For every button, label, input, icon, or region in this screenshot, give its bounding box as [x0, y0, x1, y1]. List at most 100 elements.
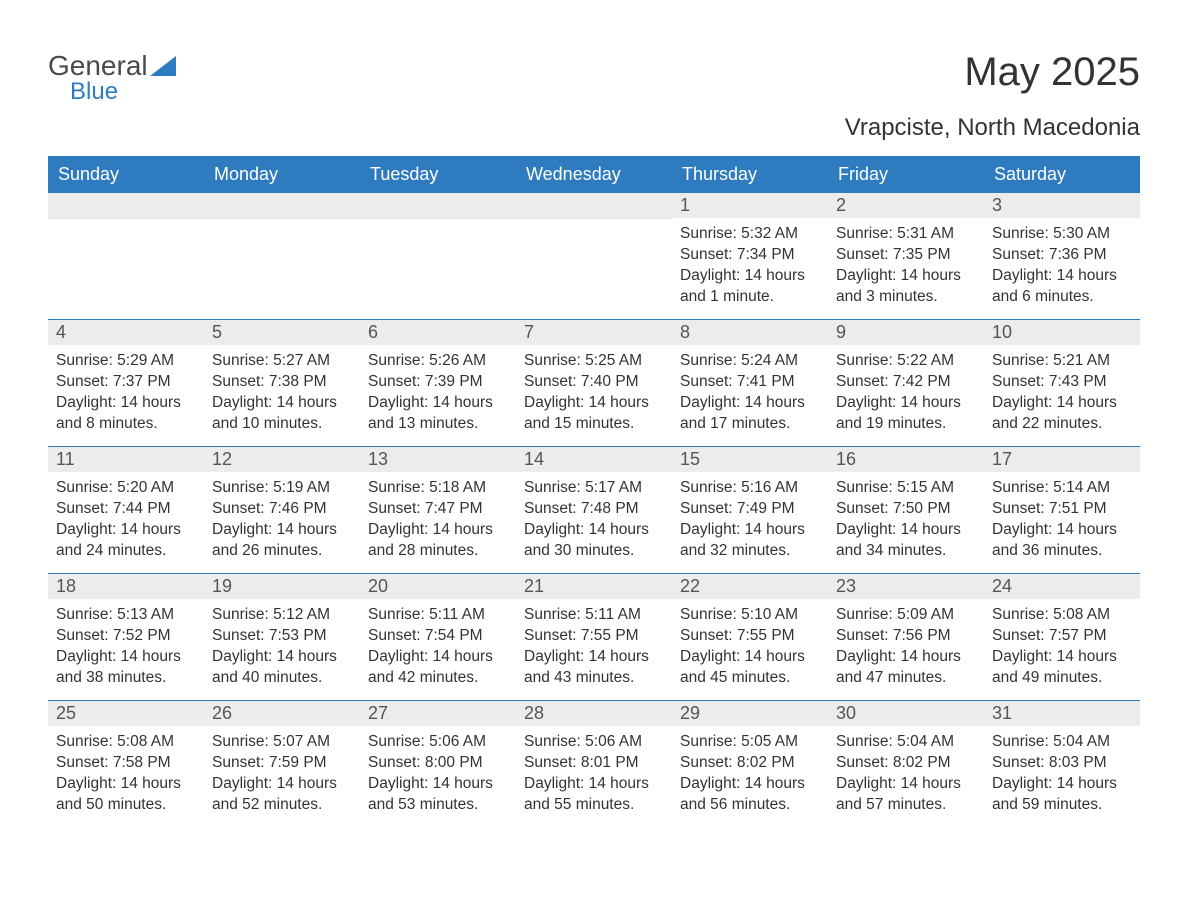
weekday-header: Monday: [204, 156, 360, 193]
sunset-line: Sunset: 7:49 PM: [680, 499, 820, 520]
day-number: 31: [984, 701, 1140, 726]
sunrise-line: Sunrise: 5:20 AM: [56, 478, 196, 499]
calendar-day: 10Sunrise: 5:21 AMSunset: 7:43 PMDayligh…: [984, 320, 1140, 446]
day-number: 19: [204, 574, 360, 599]
calendar-day: 7Sunrise: 5:25 AMSunset: 7:40 PMDaylight…: [516, 320, 672, 446]
sunset-line: Sunset: 7:43 PM: [992, 372, 1132, 393]
calendar-day-empty: [360, 193, 516, 319]
calendar-day: 5Sunrise: 5:27 AMSunset: 7:38 PMDaylight…: [204, 320, 360, 446]
calendar-day-empty: [516, 193, 672, 319]
sunset-line: Sunset: 7:38 PM: [212, 372, 352, 393]
day-details: Sunrise: 5:10 AMSunset: 7:55 PMDaylight:…: [672, 599, 828, 697]
sunrise-line: Sunrise: 5:15 AM: [836, 478, 976, 499]
day-number: 26: [204, 701, 360, 726]
day-number: 23: [828, 574, 984, 599]
day-number: 22: [672, 574, 828, 599]
logo-triangle-icon: [150, 56, 176, 76]
calendar-day: 14Sunrise: 5:17 AMSunset: 7:48 PMDayligh…: [516, 447, 672, 573]
calendar-week: 4Sunrise: 5:29 AMSunset: 7:37 PMDaylight…: [48, 319, 1140, 446]
sunrise-line: Sunrise: 5:25 AM: [524, 351, 664, 372]
calendar-day: 4Sunrise: 5:29 AMSunset: 7:37 PMDaylight…: [48, 320, 204, 446]
logo-textblock: General Blue: [48, 50, 176, 106]
calendar-day: 6Sunrise: 5:26 AMSunset: 7:39 PMDaylight…: [360, 320, 516, 446]
calendar-day: 27Sunrise: 5:06 AMSunset: 8:00 PMDayligh…: [360, 701, 516, 827]
daylight-line: Daylight: 14 hours and 45 minutes.: [680, 647, 820, 689]
daylight-line: Daylight: 14 hours and 24 minutes.: [56, 520, 196, 562]
calendar-week: 18Sunrise: 5:13 AMSunset: 7:52 PMDayligh…: [48, 573, 1140, 700]
day-details: Sunrise: 5:05 AMSunset: 8:02 PMDaylight:…: [672, 726, 828, 824]
day-number: 7: [516, 320, 672, 345]
day-number: 18: [48, 574, 204, 599]
day-details: Sunrise: 5:06 AMSunset: 8:01 PMDaylight:…: [516, 726, 672, 824]
calendar-body: 1Sunrise: 5:32 AMSunset: 7:34 PMDaylight…: [48, 193, 1140, 827]
sunset-line: Sunset: 8:02 PM: [836, 753, 976, 774]
calendar-day: 17Sunrise: 5:14 AMSunset: 7:51 PMDayligh…: [984, 447, 1140, 573]
day-number: 27: [360, 701, 516, 726]
day-details: Sunrise: 5:08 AMSunset: 7:58 PMDaylight:…: [48, 726, 204, 824]
calendar-day: 3Sunrise: 5:30 AMSunset: 7:36 PMDaylight…: [984, 193, 1140, 319]
day-details: Sunrise: 5:26 AMSunset: 7:39 PMDaylight:…: [360, 345, 516, 443]
weekday-header: Friday: [828, 156, 984, 193]
sunrise-line: Sunrise: 5:09 AM: [836, 605, 976, 626]
calendar-day: 19Sunrise: 5:12 AMSunset: 7:53 PMDayligh…: [204, 574, 360, 700]
day-details: Sunrise: 5:30 AMSunset: 7:36 PMDaylight:…: [984, 218, 1140, 316]
logo: General Blue: [48, 50, 176, 106]
day-number: 24: [984, 574, 1140, 599]
sunrise-line: Sunrise: 5:13 AM: [56, 605, 196, 626]
day-details: Sunrise: 5:09 AMSunset: 7:56 PMDaylight:…: [828, 599, 984, 697]
calendar-day: 23Sunrise: 5:09 AMSunset: 7:56 PMDayligh…: [828, 574, 984, 700]
sunset-line: Sunset: 7:59 PM: [212, 753, 352, 774]
sunrise-line: Sunrise: 5:06 AM: [368, 732, 508, 753]
daylight-line: Daylight: 14 hours and 52 minutes.: [212, 774, 352, 816]
calendar-week: 11Sunrise: 5:20 AMSunset: 7:44 PMDayligh…: [48, 446, 1140, 573]
sunrise-line: Sunrise: 5:12 AM: [212, 605, 352, 626]
calendar-header: SundayMondayTuesdayWednesdayThursdayFrid…: [48, 156, 1140, 193]
daylight-line: Daylight: 14 hours and 8 minutes.: [56, 393, 196, 435]
sunrise-line: Sunrise: 5:10 AM: [680, 605, 820, 626]
day-number: 4: [48, 320, 204, 345]
daylight-line: Daylight: 14 hours and 57 minutes.: [836, 774, 976, 816]
day-details: Sunrise: 5:11 AMSunset: 7:55 PMDaylight:…: [516, 599, 672, 697]
weekday-header: Sunday: [48, 156, 204, 193]
location-text: Vrapciste, North Macedonia: [48, 114, 1140, 142]
day-details: Sunrise: 5:18 AMSunset: 7:47 PMDaylight:…: [360, 472, 516, 570]
sunset-line: Sunset: 7:58 PM: [56, 753, 196, 774]
sunrise-line: Sunrise: 5:21 AM: [992, 351, 1132, 372]
day-number: 15: [672, 447, 828, 472]
day-details: Sunrise: 5:15 AMSunset: 7:50 PMDaylight:…: [828, 472, 984, 570]
day-details: Sunrise: 5:27 AMSunset: 7:38 PMDaylight:…: [204, 345, 360, 443]
sunset-line: Sunset: 7:40 PM: [524, 372, 664, 393]
sunrise-line: Sunrise: 5:18 AM: [368, 478, 508, 499]
day-details: Sunrise: 5:29 AMSunset: 7:37 PMDaylight:…: [48, 345, 204, 443]
empty-day-bar: [48, 193, 204, 219]
sunrise-line: Sunrise: 5:29 AM: [56, 351, 196, 372]
daylight-line: Daylight: 14 hours and 49 minutes.: [992, 647, 1132, 689]
day-details: Sunrise: 5:32 AMSunset: 7:34 PMDaylight:…: [672, 218, 828, 316]
calendar-day: 30Sunrise: 5:04 AMSunset: 8:02 PMDayligh…: [828, 701, 984, 827]
calendar-week: 25Sunrise: 5:08 AMSunset: 7:58 PMDayligh…: [48, 700, 1140, 827]
sunrise-line: Sunrise: 5:06 AM: [524, 732, 664, 753]
daylight-line: Daylight: 14 hours and 28 minutes.: [368, 520, 508, 562]
sunset-line: Sunset: 7:39 PM: [368, 372, 508, 393]
header: General Blue May 2025: [48, 50, 1140, 106]
sunrise-line: Sunrise: 5:30 AM: [992, 224, 1132, 245]
day-number: 13: [360, 447, 516, 472]
sunrise-line: Sunrise: 5:22 AM: [836, 351, 976, 372]
calendar-day-empty: [48, 193, 204, 319]
daylight-line: Daylight: 14 hours and 3 minutes.: [836, 266, 976, 308]
daylight-line: Daylight: 14 hours and 36 minutes.: [992, 520, 1132, 562]
logo-text-blue: Blue: [70, 78, 176, 106]
sunrise-line: Sunrise: 5:04 AM: [836, 732, 976, 753]
day-details: Sunrise: 5:04 AMSunset: 8:03 PMDaylight:…: [984, 726, 1140, 824]
daylight-line: Daylight: 14 hours and 22 minutes.: [992, 393, 1132, 435]
daylight-line: Daylight: 14 hours and 50 minutes.: [56, 774, 196, 816]
day-details: Sunrise: 5:22 AMSunset: 7:42 PMDaylight:…: [828, 345, 984, 443]
day-details: Sunrise: 5:14 AMSunset: 7:51 PMDaylight:…: [984, 472, 1140, 570]
sunrise-line: Sunrise: 5:05 AM: [680, 732, 820, 753]
calendar-day: 12Sunrise: 5:19 AMSunset: 7:46 PMDayligh…: [204, 447, 360, 573]
daylight-line: Daylight: 14 hours and 26 minutes.: [212, 520, 352, 562]
sunset-line: Sunset: 7:51 PM: [992, 499, 1132, 520]
calendar-week: 1Sunrise: 5:32 AMSunset: 7:34 PMDaylight…: [48, 193, 1140, 319]
daylight-line: Daylight: 14 hours and 6 minutes.: [992, 266, 1132, 308]
sunset-line: Sunset: 8:02 PM: [680, 753, 820, 774]
